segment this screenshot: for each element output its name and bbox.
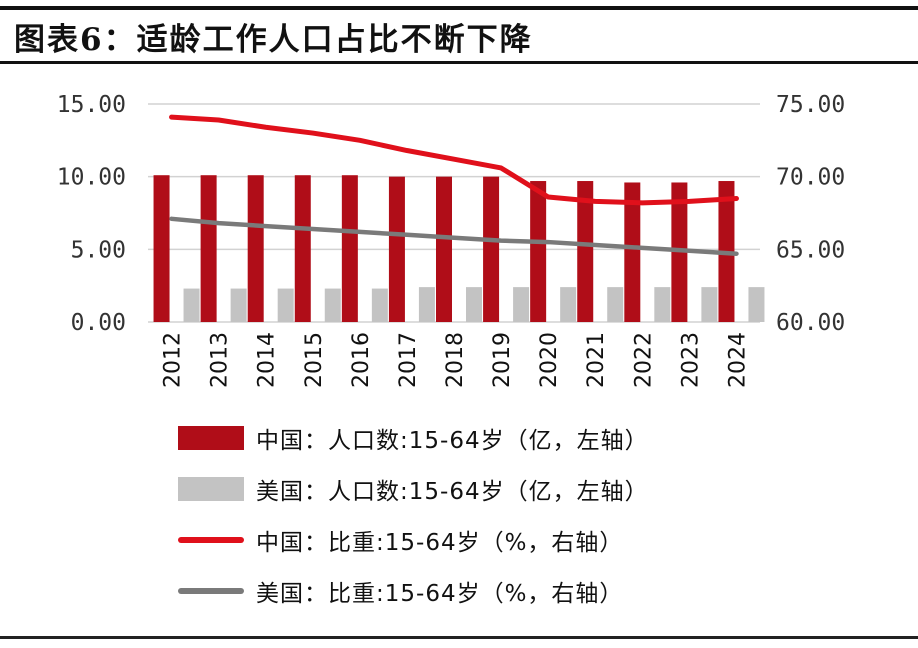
- us-population-bar: [183, 288, 200, 322]
- x-tick-label: 2021: [584, 332, 609, 388]
- y-left-tick-label: 15.00: [57, 92, 126, 118]
- x-tick-label: 2018: [443, 332, 468, 388]
- bottom-rule: [0, 636, 918, 639]
- china-population-bar: [153, 175, 170, 322]
- legend-item: 中国：比重:15-64岁（%，右轴）: [178, 520, 623, 560]
- legend-bar-swatch: [178, 477, 244, 501]
- legend-line-swatch: [178, 588, 244, 594]
- legend-item: 美国：比重:15-64岁（%，右轴）: [178, 571, 623, 611]
- china-population-bar: [388, 176, 405, 322]
- y-right-tick-label: 75.00: [776, 92, 845, 118]
- china-population-bar: [294, 175, 311, 322]
- legend-bar-swatch: [178, 426, 244, 450]
- china-population-bar: [530, 181, 547, 322]
- x-tick-label: 2014: [255, 332, 280, 388]
- us-population-bar: [371, 288, 388, 322]
- x-tick-label: 2022: [631, 332, 656, 388]
- us-population-bar: [607, 287, 624, 322]
- legend-item: 美国：人口数:15-64岁（亿，左轴）: [178, 469, 649, 509]
- us-population-bar: [748, 287, 765, 322]
- y-right-tick-label: 70.00: [776, 165, 845, 191]
- legend-label: 美国：人口数:15-64岁（亿，左轴）: [256, 479, 649, 505]
- us-population-bar: [418, 287, 435, 322]
- legend-label: 美国：比重:15-64岁（%，右轴）: [256, 581, 624, 607]
- china-population-bar: [624, 182, 641, 322]
- top-rule: [0, 6, 918, 10]
- x-tick-label: 2019: [490, 332, 515, 388]
- title-rule: [0, 61, 918, 64]
- us-population-bar: [277, 288, 294, 322]
- us-population-bar: [466, 287, 482, 322]
- x-tick-label: 2024: [725, 332, 750, 388]
- legend-item: 中国：人口数:15-64岁（亿，左轴）: [178, 418, 649, 458]
- us-population-bar: [560, 287, 577, 322]
- china-population-bar: [247, 175, 264, 322]
- us-share-line: [169, 216, 739, 256]
- legend-label: 中国：人口数:15-64岁（亿，左轴）: [256, 428, 649, 454]
- us-population-bar: [230, 288, 247, 322]
- legend-label: 中国：比重:15-64岁（%，右轴）: [256, 530, 624, 556]
- legend-line-swatch: [178, 537, 244, 543]
- x-tick-label: 2012: [161, 332, 186, 388]
- china-population-bar: [436, 176, 452, 322]
- china-population-bar: [577, 181, 594, 322]
- x-tick-label: 2013: [208, 332, 233, 388]
- us-population-bar: [701, 287, 718, 322]
- y-right-tick-label: 65.00: [776, 237, 845, 263]
- y-right-tick-label: 60.00: [776, 310, 845, 336]
- x-tick-label: 2017: [396, 332, 421, 388]
- x-tick-label: 2016: [349, 332, 374, 388]
- us-population-bar: [513, 287, 530, 322]
- china-population-bar: [200, 175, 217, 322]
- x-tick-label: 2023: [678, 332, 703, 388]
- china-population-bar: [483, 176, 500, 322]
- china-share-line: [169, 114, 739, 206]
- china-population-bar: [341, 175, 358, 322]
- x-tick-label: 2015: [302, 332, 327, 388]
- x-tick-label: 2020: [537, 332, 562, 388]
- y-left-tick-label: 10.00: [57, 165, 126, 191]
- y-left-tick-label: 5.00: [71, 237, 126, 263]
- chart-title: 图表6：适龄工作人口占比不断下降: [14, 22, 533, 58]
- y-left-tick-label: 0.00: [71, 310, 126, 336]
- combo-chart: 0.00 60.00 5.00 65.00 10.00 70.00 15.00 75.00 20…: [57, 92, 846, 388]
- us-population-bar: [324, 288, 341, 322]
- us-population-bar: [654, 287, 671, 322]
